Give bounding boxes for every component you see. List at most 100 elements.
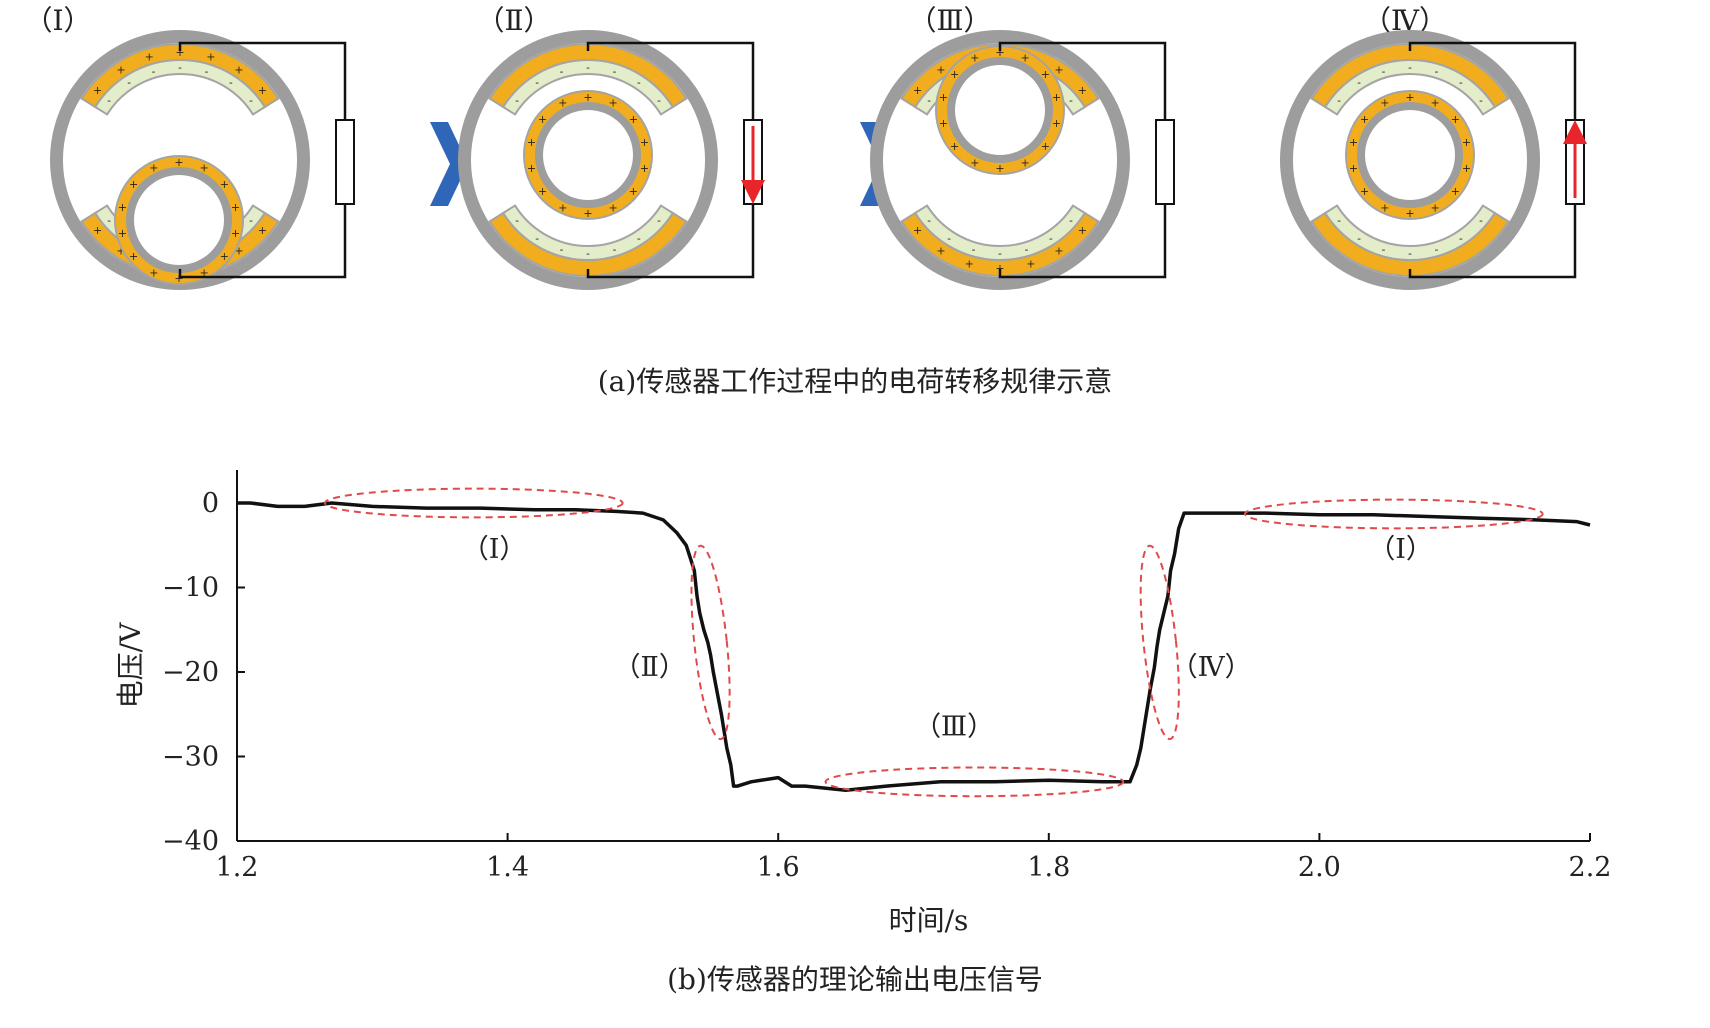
minus-charge: - [1049, 232, 1053, 245]
load-resistor [335, 119, 355, 205]
minus-charge: - [560, 65, 564, 78]
plus-charge: + [93, 84, 102, 97]
rotor-plus-charge: + [1431, 97, 1440, 110]
stage-4: （Ⅳ）--- - ----------++++++++++ + +++ [1280, 4, 1587, 290]
rotor-plus-charge: + [231, 227, 240, 240]
dielectric-layer-top [501, 59, 675, 116]
minus-charge: - [1069, 214, 1073, 227]
x-tick-label: 2.0 [1298, 852, 1341, 883]
rotor-plus-charge: + [200, 266, 209, 279]
plus-charge: + [145, 50, 154, 63]
rotor-plus-charge: + [1021, 52, 1030, 65]
minus-charge: - [637, 232, 641, 245]
rotor-bore [1365, 110, 1455, 200]
rotor-plus-charge: + [231, 201, 240, 214]
stage-3: （Ⅲ）+++++++-------+++++++-------+++++++++… [870, 4, 1175, 290]
y-tick-label: −40 [162, 826, 219, 857]
rotor-plus-charge: + [220, 250, 229, 263]
rotor-plus-charge: + [129, 178, 138, 191]
minus-charge: - [1479, 94, 1483, 107]
y-tick-label: −20 [162, 657, 219, 688]
circuit-wire-bottom [998, 204, 1167, 279]
charge-transfer-schematic: （Ⅰ）+++++++-------+++++++-------+++++++++… [24, 4, 1587, 290]
minus-charge: - [229, 76, 233, 89]
rotor-plus-charge: + [1405, 207, 1414, 220]
minus-charge: - [947, 232, 951, 245]
region-annotation: （Ⅲ） [914, 711, 994, 742]
rotor-plus-charge: + [538, 113, 547, 126]
minus-charge: - [107, 214, 111, 227]
rotor-plus-charge: + [629, 113, 638, 126]
dielectric-layer-bottom [501, 204, 675, 261]
rotor-plus-charge: + [1451, 185, 1460, 198]
rotor-plus-charge: + [118, 227, 127, 240]
plus-charge: + [234, 64, 243, 77]
plus-charge: + [965, 258, 974, 271]
y-tick-label: −10 [162, 573, 219, 604]
x-tick-label: 1.2 [216, 852, 259, 883]
x-tick-label: 2.2 [1569, 852, 1612, 883]
x-axis-title: 时间/s [889, 904, 969, 937]
region-highlight-ellipse [1243, 498, 1544, 530]
minus-charge: - [1069, 94, 1073, 107]
rotor-plus-charge: + [950, 68, 959, 81]
minus-charge: - [515, 214, 519, 227]
rotor-plus-charge: + [583, 207, 592, 220]
dielectric-layer-bottom [913, 204, 1087, 261]
minus-charge: - [586, 247, 590, 260]
minus-charge: - [1337, 214, 1341, 227]
rotor-plus-charge: + [1451, 113, 1460, 126]
dielectric-layer-top [93, 59, 267, 116]
minus-charge: - [613, 243, 617, 256]
plus-charge: + [234, 244, 243, 257]
minus-charge: - [560, 243, 564, 256]
minus-charge: - [249, 214, 253, 227]
rotor-plus-charge: + [558, 97, 567, 110]
rotor-plus-charge: + [1380, 201, 1389, 214]
rotor-bore [955, 65, 1045, 155]
minus-charge: - [586, 61, 590, 74]
rotor-bore [543, 110, 633, 200]
dielectric-layer-top [1323, 59, 1497, 116]
circuit-wire-top [178, 41, 347, 120]
rotor-plus-charge: + [583, 91, 592, 104]
minus-charge: - [205, 65, 209, 78]
rotor-plus-charge: + [995, 46, 1004, 59]
rotor-plus-charge: + [118, 201, 127, 214]
plus-charge: + [1054, 64, 1063, 77]
plus-charge: + [206, 50, 215, 63]
rotor-plus-charge: + [149, 266, 158, 279]
plus-charge: + [1078, 224, 1087, 237]
plus-charge: + [913, 224, 922, 237]
region-annotation: （Ⅳ） [1171, 652, 1252, 683]
minus-charge: - [927, 214, 931, 227]
rotor-plus-charge: + [629, 185, 638, 198]
rotor-plus-charge: + [129, 250, 138, 263]
minus-charge: - [1025, 243, 1029, 256]
dielectric-layer-bottom [1323, 204, 1497, 261]
plus-charge: + [995, 262, 1004, 275]
plus-charge: + [1054, 244, 1063, 257]
rotor-plus-charge: + [1462, 162, 1471, 175]
minus-charge: - [613, 65, 617, 78]
minus-charge: - [1435, 243, 1439, 256]
rotor-plus-charge: + [640, 136, 649, 149]
plus-charge: + [175, 46, 184, 59]
minus-charge: - [657, 94, 661, 107]
stage-label: （Ⅲ） [908, 4, 991, 37]
rotor-plus-charge: + [1052, 117, 1061, 130]
plus-charge: + [258, 224, 267, 237]
minus-charge: - [1459, 232, 1463, 245]
y-tick-label: −30 [162, 742, 219, 773]
minus-charge: - [535, 232, 539, 245]
stage-2: （Ⅱ）--- - ----------++++++++++ + +++ [458, 4, 765, 290]
rotor-plus-charge: + [1052, 91, 1061, 104]
minus-charge: - [972, 243, 976, 256]
plus-charge: + [258, 84, 267, 97]
rotor-plus-charge: + [149, 162, 158, 175]
minus-charge: - [515, 94, 519, 107]
region-highlight-ellipse [323, 487, 624, 519]
minus-charge: - [1357, 232, 1361, 245]
rotor-plus-charge: + [1021, 156, 1030, 169]
x-tick-label: 1.4 [486, 852, 529, 883]
